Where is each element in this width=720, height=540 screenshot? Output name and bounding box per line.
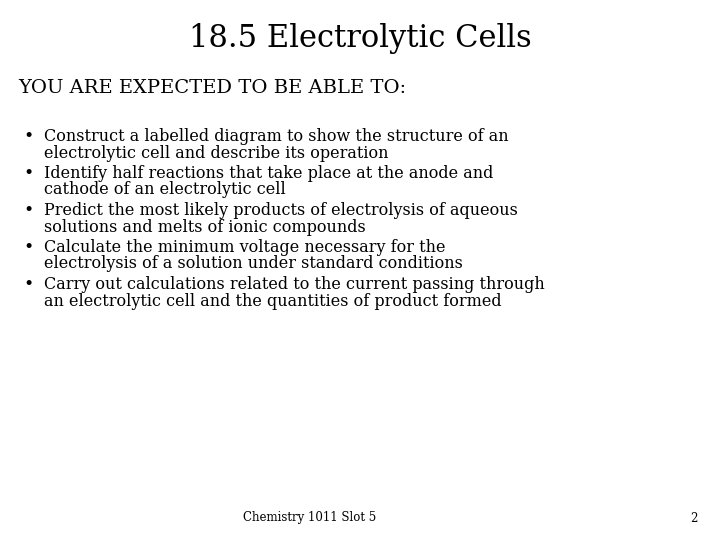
Text: Identify half reactions that take place at the anode and: Identify half reactions that take place … <box>44 165 493 182</box>
Text: an electrolytic cell and the quantities of product formed: an electrolytic cell and the quantities … <box>44 293 502 309</box>
Text: 2: 2 <box>690 511 698 524</box>
Text: cathode of an electrolytic cell: cathode of an electrolytic cell <box>44 181 286 199</box>
Text: •: • <box>23 165 33 182</box>
Text: Construct a labelled diagram to show the structure of an: Construct a labelled diagram to show the… <box>44 128 508 145</box>
Text: electrolysis of a solution under standard conditions: electrolysis of a solution under standar… <box>44 255 463 273</box>
Text: •: • <box>23 239 33 256</box>
Text: Predict the most likely products of electrolysis of aqueous: Predict the most likely products of elec… <box>44 202 518 219</box>
Text: Carry out calculations related to the current passing through: Carry out calculations related to the cu… <box>44 276 545 293</box>
Text: Chemistry 1011 Slot 5: Chemistry 1011 Slot 5 <box>243 511 377 524</box>
Text: •: • <box>23 128 33 145</box>
Text: 18.5 Electrolytic Cells: 18.5 Electrolytic Cells <box>189 23 531 53</box>
Text: solutions and melts of ionic compounds: solutions and melts of ionic compounds <box>44 219 366 235</box>
Text: •: • <box>23 202 33 219</box>
Text: Calculate the minimum voltage necessary for the: Calculate the minimum voltage necessary … <box>44 239 446 256</box>
Text: electrolytic cell and describe its operation: electrolytic cell and describe its opera… <box>44 145 389 161</box>
Text: •: • <box>23 276 33 293</box>
Text: YOU ARE EXPECTED TO BE ABLE TO:: YOU ARE EXPECTED TO BE ABLE TO: <box>18 79 406 97</box>
